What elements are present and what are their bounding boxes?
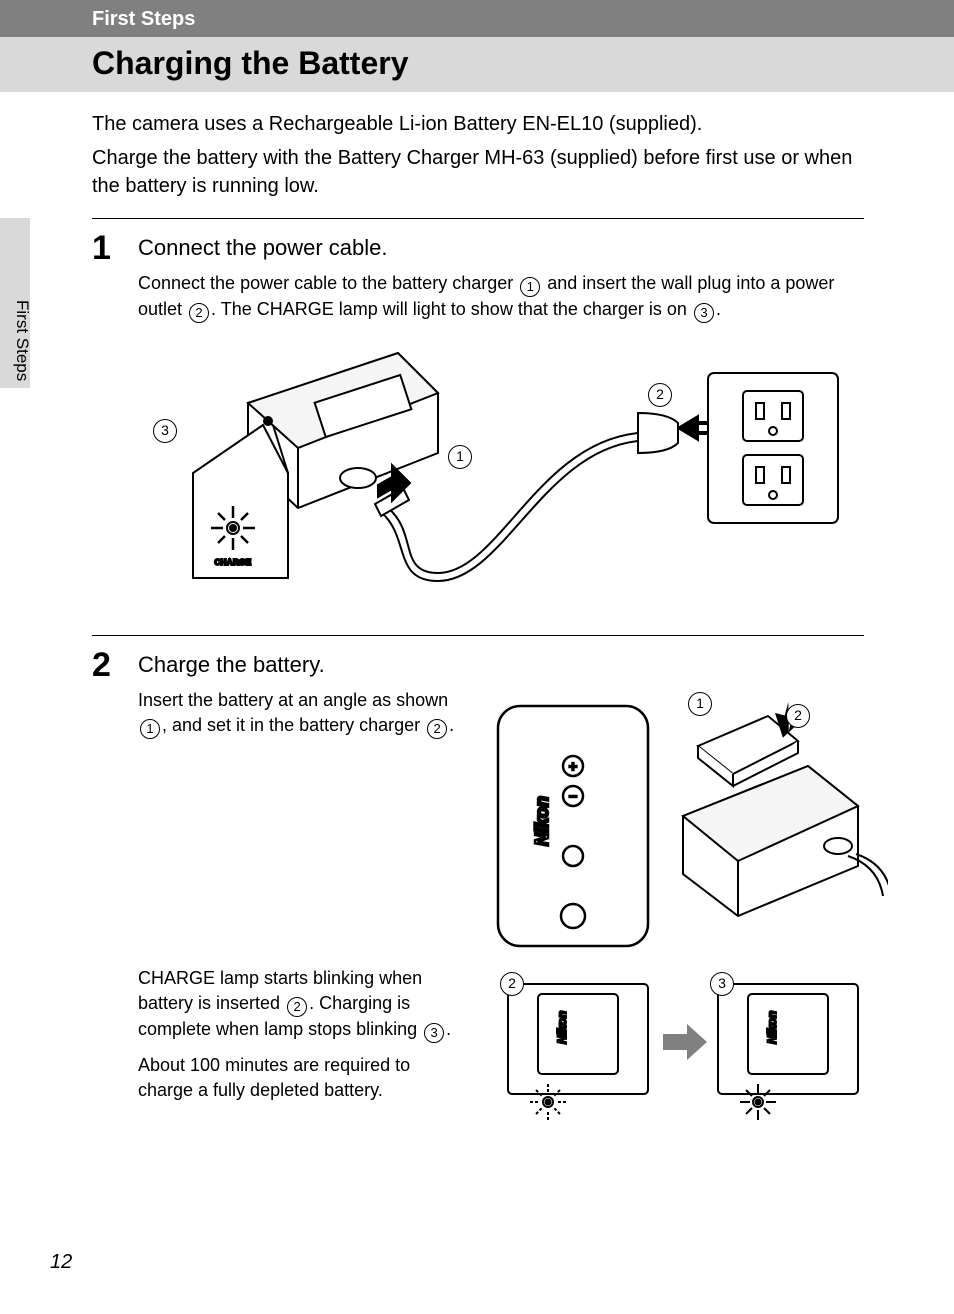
intro-line-1: The camera uses a Rechargeable Li-ion Ba… <box>92 110 864 138</box>
charge-label: CHARGE <box>214 558 251 567</box>
diagram-step-2b: Nikon <box>488 974 888 1134</box>
page-title: Charging the Battery <box>92 45 954 82</box>
step-2-number: 2 <box>92 646 120 1138</box>
ref-2: 2 <box>189 303 209 323</box>
callout-3: 3 <box>153 419 177 443</box>
divider <box>92 218 864 219</box>
ref-p1-2: 2 <box>427 719 447 739</box>
diagram-step-2a: + − Nikon <box>488 696 888 956</box>
step-2: 2 Charge the battery. Insert the battery… <box>92 646 864 1138</box>
svg-text:Nikon: Nikon <box>555 1011 569 1044</box>
step-2-p1: Insert the battery at an angle as shown … <box>138 688 468 739</box>
header-band: First Steps Charging the Battery <box>0 0 954 92</box>
page-number: 12 <box>50 1251 72 1274</box>
diagram-step-1: CHARGE 1 2 3 <box>138 333 878 613</box>
step-2-title: Charge the battery. <box>138 646 888 678</box>
step-1: 1 Connect the power cable. Connect the p… <box>92 229 864 617</box>
ref-p2-3: 3 <box>424 1023 444 1043</box>
title-bar: Charging the Battery <box>0 37 954 92</box>
ref-3: 3 <box>694 303 714 323</box>
ref-p1-1: 1 <box>140 719 160 739</box>
svg-text:+: + <box>569 758 577 774</box>
callout-1: 1 <box>448 445 472 469</box>
step-1-number: 1 <box>92 229 120 617</box>
section-label: First Steps <box>0 8 954 37</box>
intro-text: The camera uses a Rechargeable Li-ion Ba… <box>92 110 864 200</box>
ref-1: 1 <box>520 277 540 297</box>
intro-line-2: Charge the battery with the Battery Char… <box>92 144 864 200</box>
callout-2b-2: 2 <box>500 972 524 996</box>
side-tab-label: First Steps <box>12 300 32 381</box>
divider <box>92 635 864 636</box>
ref-p2-2: 2 <box>287 997 307 1017</box>
callout-2b-3: 3 <box>710 972 734 996</box>
callout-2a-2: 2 <box>786 704 810 728</box>
step-2-p3: About 100 minutes are required to charge… <box>138 1053 468 1103</box>
svg-text:Nikon: Nikon <box>765 1011 779 1044</box>
step-1-desc: Connect the power cable to the battery c… <box>138 271 878 323</box>
callout-2a-1: 1 <box>688 692 712 716</box>
step-1-title: Connect the power cable. <box>138 229 878 261</box>
svg-text:Nikon: Nikon <box>532 796 552 846</box>
step-2-p2: CHARGE lamp starts blinking when battery… <box>138 966 468 1043</box>
svg-text:−: − <box>569 788 577 804</box>
callout-2: 2 <box>648 383 672 407</box>
content: The camera uses a Rechargeable Li-ion Ba… <box>0 92 954 1138</box>
